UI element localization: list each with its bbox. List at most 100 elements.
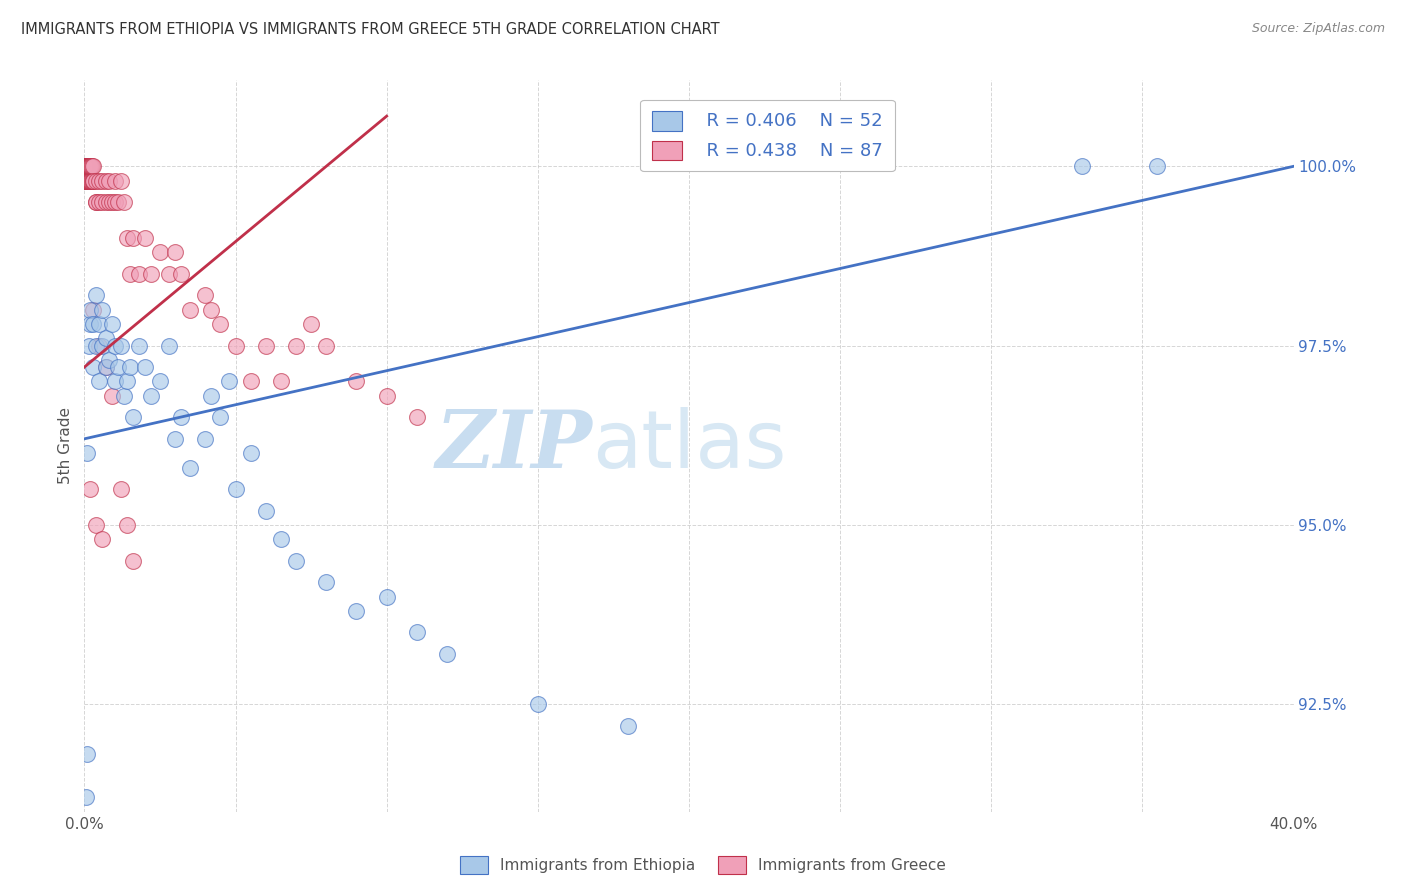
Point xyxy=(139,267,162,281)
Point xyxy=(149,245,172,260)
Point xyxy=(82,174,104,188)
Point xyxy=(194,432,217,446)
Point xyxy=(170,410,193,425)
Point xyxy=(75,159,97,173)
Point xyxy=(436,647,458,661)
Point xyxy=(75,159,97,173)
Point xyxy=(76,446,98,460)
Point xyxy=(97,353,120,368)
Point xyxy=(79,159,101,173)
Point xyxy=(77,174,100,188)
Point xyxy=(104,338,127,352)
Point xyxy=(76,174,98,188)
Point xyxy=(73,159,96,173)
Point xyxy=(527,697,550,711)
Point xyxy=(107,195,129,210)
Point xyxy=(76,174,98,188)
Point xyxy=(86,195,108,210)
Point xyxy=(285,338,308,352)
Point xyxy=(375,590,398,604)
Point xyxy=(200,389,222,403)
Point xyxy=(209,317,232,331)
Point xyxy=(91,533,114,547)
Y-axis label: 5th Grade: 5th Grade xyxy=(58,408,73,484)
Point xyxy=(75,174,97,188)
Point xyxy=(209,410,232,425)
Point xyxy=(77,174,100,188)
Point xyxy=(179,460,201,475)
Legend:   R = 0.406    N = 52,   R = 0.438    N = 87: R = 0.406 N = 52, R = 0.438 N = 87 xyxy=(640,100,894,171)
Point xyxy=(406,410,429,425)
Point xyxy=(270,533,292,547)
Point xyxy=(254,503,277,517)
Point xyxy=(165,432,187,446)
Point xyxy=(80,174,103,188)
Point xyxy=(89,375,111,389)
Point xyxy=(75,790,97,805)
Point xyxy=(89,195,111,210)
Point xyxy=(91,338,114,352)
Point xyxy=(82,159,104,173)
Point xyxy=(299,317,322,331)
Point xyxy=(128,267,150,281)
Point xyxy=(89,338,111,352)
Point xyxy=(104,375,127,389)
Point xyxy=(1146,159,1168,173)
Point xyxy=(121,231,143,245)
Point xyxy=(149,375,172,389)
Point xyxy=(76,159,98,173)
Point xyxy=(77,338,100,352)
Point xyxy=(100,389,122,403)
Point xyxy=(79,159,101,173)
Point xyxy=(75,159,97,173)
Point xyxy=(254,338,277,352)
Point xyxy=(94,360,117,375)
Point xyxy=(200,302,222,317)
Point xyxy=(79,317,101,331)
Point xyxy=(76,159,98,173)
Point xyxy=(75,174,97,188)
Point xyxy=(82,317,104,331)
Point xyxy=(76,159,98,173)
Point xyxy=(76,159,98,173)
Point xyxy=(79,482,101,496)
Point xyxy=(115,375,138,389)
Point xyxy=(89,317,111,331)
Point xyxy=(75,174,97,188)
Point xyxy=(218,375,240,389)
Point xyxy=(82,302,104,317)
Text: atlas: atlas xyxy=(592,407,786,485)
Point xyxy=(91,302,114,317)
Point xyxy=(76,747,98,762)
Point xyxy=(346,375,368,389)
Point xyxy=(128,338,150,352)
Point xyxy=(77,159,100,173)
Point xyxy=(346,604,368,618)
Point xyxy=(77,174,100,188)
Point xyxy=(315,575,337,590)
Point xyxy=(76,159,98,173)
Point xyxy=(239,446,262,460)
Point xyxy=(107,360,129,375)
Point xyxy=(75,174,97,188)
Point xyxy=(91,195,114,210)
Point xyxy=(194,288,217,302)
Point xyxy=(315,338,337,352)
Point xyxy=(239,375,262,389)
Text: ZIP: ZIP xyxy=(436,408,592,484)
Point xyxy=(406,625,429,640)
Point xyxy=(77,159,100,173)
Point xyxy=(225,338,247,352)
Point xyxy=(91,174,114,188)
Point xyxy=(225,482,247,496)
Point xyxy=(94,331,117,345)
Point xyxy=(112,389,135,403)
Point xyxy=(94,174,117,188)
Point xyxy=(170,267,193,281)
Point xyxy=(77,174,100,188)
Point xyxy=(118,360,141,375)
Point xyxy=(110,174,132,188)
Point xyxy=(82,360,104,375)
Point xyxy=(118,267,141,281)
Point xyxy=(100,195,122,210)
